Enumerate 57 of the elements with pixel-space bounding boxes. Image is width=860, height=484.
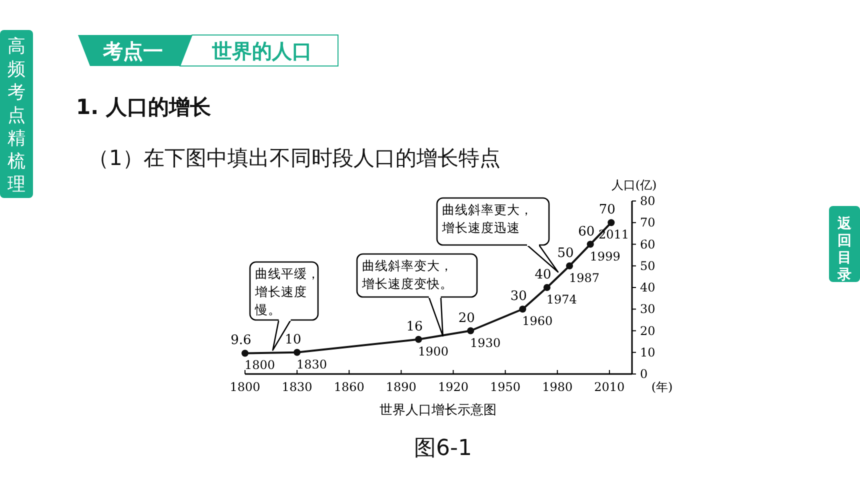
point — [415, 336, 422, 343]
annotation: 1800 — [244, 358, 275, 372]
data-label: 9.6 — [230, 333, 252, 348]
data-label: 30 — [510, 289, 527, 304]
y-tick-label: 60 — [640, 237, 656, 252]
annotation: 2011 — [598, 228, 629, 242]
text: 高频考点精梳理 — [8, 36, 26, 195]
x-tick-label: 1920 — [438, 380, 469, 394]
data-label: 70 — [598, 202, 616, 218]
annotation: 1900 — [418, 344, 449, 358]
x-tick-label: 1860 — [334, 380, 364, 394]
text: （1）在下图中填出不同时段人口的增长特点 — [88, 146, 500, 170]
annotation: 1987 — [568, 270, 600, 285]
x-tick-label: 1800 — [230, 380, 260, 394]
point — [467, 327, 474, 334]
data-label: 10 — [284, 332, 302, 348]
data-label: 50 — [557, 246, 574, 261]
annotation: 曲线斜率更大，增长速度迅速 — [441, 202, 533, 235]
annotation: 1960 — [522, 314, 553, 328]
text: 世界人口增长示意图 — [380, 403, 496, 418]
annotation: 曲线斜率变大，增长速度变快。 — [361, 258, 453, 291]
y-tick-label: 0 — [640, 367, 648, 381]
point — [566, 262, 574, 270]
x-tick-label: 2010 — [594, 380, 625, 394]
point — [543, 284, 550, 291]
data-label: 16 — [406, 319, 423, 334]
data-label: 20 — [458, 310, 475, 326]
annotation: 1930 — [470, 336, 501, 350]
caption: 图6-1 — [414, 436, 472, 461]
y-axis-title: 人口(亿) — [611, 178, 657, 192]
y-tick-label: 50 — [640, 258, 656, 273]
point — [519, 306, 526, 313]
text: 返回目录 — [836, 215, 852, 283]
text: 世界的人口 — [211, 39, 312, 63]
x-tick-label: 1980 — [542, 380, 573, 394]
annotation: 1999 — [590, 249, 620, 264]
x-tick-label: 1950 — [490, 380, 521, 394]
x-axis-title: (年) — [651, 380, 673, 394]
point — [586, 240, 594, 248]
y-tick-label: 40 — [640, 280, 656, 294]
x-tick-label: 1830 — [282, 380, 312, 394]
y-tick-label: 70 — [640, 216, 656, 230]
annotation: 1830 — [296, 357, 328, 372]
point — [608, 219, 615, 226]
text: 1. 人口的增长 — [76, 95, 212, 119]
annotation: 曲线平缓，增长速度慢。 — [254, 266, 320, 317]
y-tick-label: 30 — [640, 302, 656, 316]
x-tick-label: 1890 — [386, 380, 416, 394]
y-tick-label: 20 — [640, 324, 656, 338]
text: 考点一 — [102, 39, 163, 63]
data-label: 60 — [578, 224, 595, 240]
point — [294, 348, 301, 356]
annotation: 1974 — [546, 292, 578, 306]
y-tick-label: 80 — [640, 194, 656, 208]
data-label: 40 — [534, 268, 552, 282]
point — [242, 350, 248, 357]
y-tick-label: 10 — [640, 345, 656, 360]
